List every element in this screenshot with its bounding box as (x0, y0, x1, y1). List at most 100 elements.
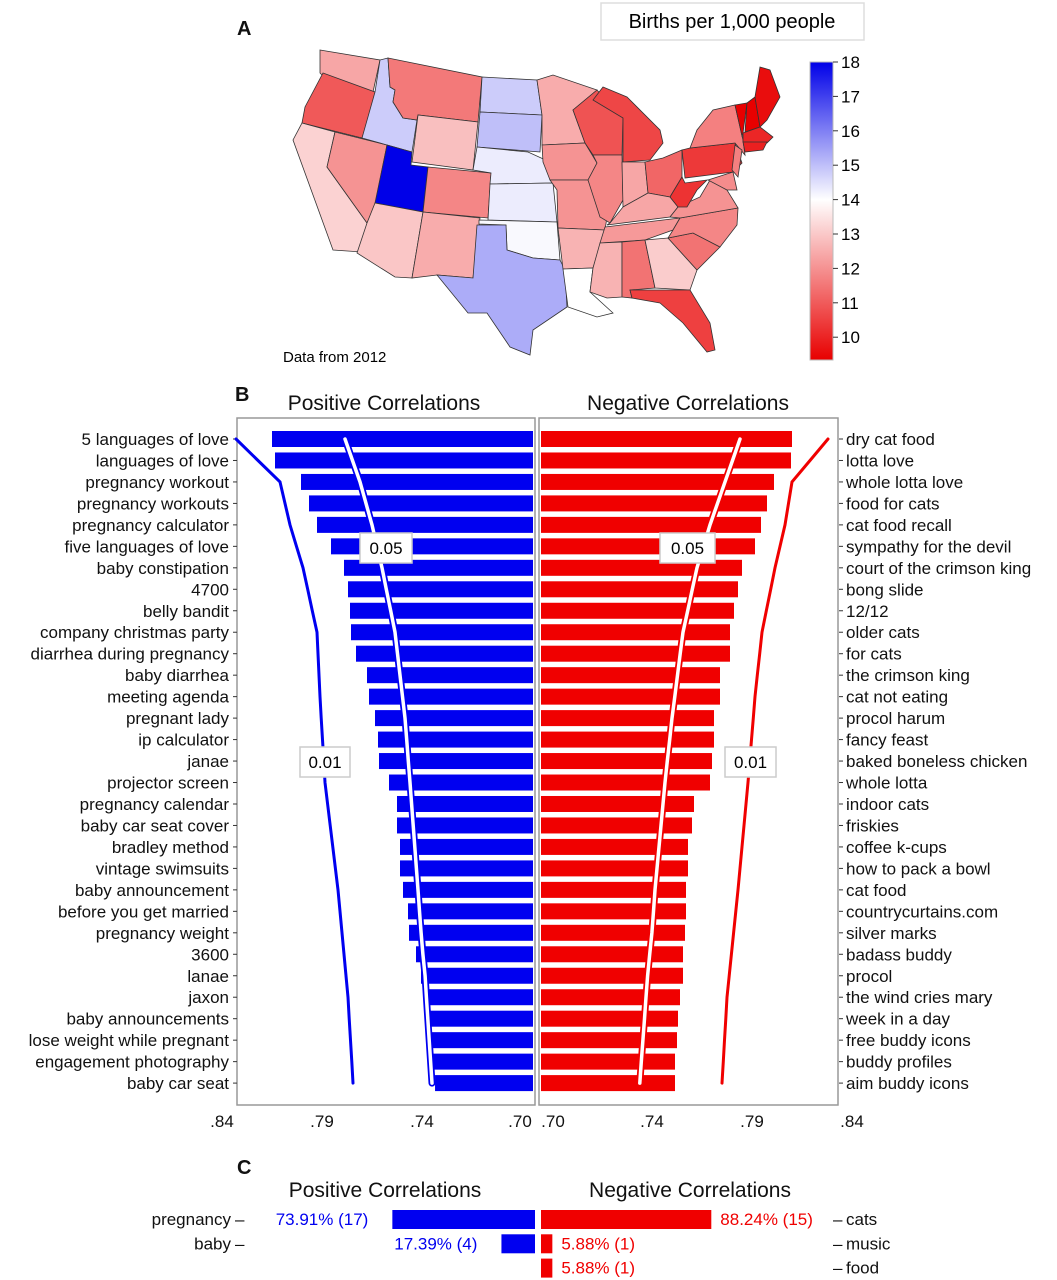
negative-term-label: friskies (846, 816, 899, 835)
positive-bar (416, 946, 533, 963)
positive-term-label: 4700 (191, 580, 229, 599)
negative-term-label: bong slide (846, 580, 924, 599)
panel-label-a: A (237, 18, 251, 40)
negative-term-label: cat food recall (846, 516, 952, 535)
x-tick-label: .70 (541, 1112, 565, 1131)
positive-term-label: baby announcement (75, 881, 229, 900)
positive-bar (348, 581, 533, 598)
threshold-label-box (299, 746, 351, 778)
positive-term-label: engagement photography (35, 1053, 229, 1072)
negative-bar (541, 946, 683, 963)
positive-bar (350, 602, 533, 619)
negative-percent-label: 5.88% (1) (561, 1259, 635, 1278)
x-tick-label: .79 (740, 1112, 764, 1131)
negative-term-label: countrycurtains.com (846, 902, 998, 921)
negative-term-label: food for cats (846, 494, 940, 513)
negative-bar (541, 473, 774, 490)
negative-term-label: buddy profiles (846, 1053, 952, 1072)
negative-bar (541, 516, 761, 533)
state-ma (742, 126, 774, 144)
negative-bar (541, 645, 730, 662)
negative-term-label: free buddy icons (846, 1031, 971, 1050)
x-tick-label: .74 (640, 1112, 664, 1131)
positive-bar (275, 452, 533, 469)
positive-term-label: baby car seat (127, 1074, 229, 1093)
positive-bar (408, 903, 533, 920)
state-ks (487, 182, 558, 223)
state-nd (479, 76, 543, 116)
state-fl (629, 289, 716, 353)
map-title-box (600, 2, 865, 41)
x-tick-label: .79 (310, 1112, 334, 1131)
negative-term-label: cat food (846, 881, 907, 900)
colorbar-tick-label: 15 (841, 156, 860, 175)
state-me (754, 66, 781, 128)
positive-term-label: pregnancy weight (96, 924, 230, 943)
map-title: Births per 1,000 people (629, 11, 836, 33)
negative-bar (541, 989, 680, 1006)
map-note: Data from 2012 (283, 349, 386, 366)
state-ga (644, 237, 698, 291)
positive-term-label: baby announcements (66, 1010, 229, 1029)
positive-category-label: baby (194, 1234, 231, 1253)
negative-bar (541, 924, 685, 941)
negative-category-label: food (846, 1259, 879, 1278)
positive-term-label: pregnancy workout (85, 473, 229, 492)
positive-bar (425, 1010, 533, 1027)
positive-term-label: 3600 (191, 945, 229, 964)
positive-bar (317, 516, 533, 533)
threshold-label: 0.01 (734, 753, 767, 772)
negative-category-bar (541, 1234, 553, 1254)
state-co (422, 166, 492, 219)
negative-bar (541, 1075, 675, 1092)
state-nm (411, 211, 481, 279)
negative-bar (541, 431, 792, 447)
positive-term-label: before you get married (58, 902, 229, 921)
negative-category-label: cats (846, 1210, 877, 1229)
state-nc (667, 207, 739, 248)
state-tx (436, 224, 568, 356)
positive-bar (379, 753, 533, 770)
positive-term-label: meeting agenda (107, 688, 229, 707)
negative-category-bar (541, 1258, 553, 1278)
positive-percent-label: 17.39% (4) (394, 1234, 477, 1253)
negative-bar (541, 881, 686, 898)
positive-term-label: pregnant lady (126, 709, 230, 728)
positive-bar (421, 967, 533, 984)
negative-bar (541, 753, 712, 770)
negative-term-label: 12/12 (846, 602, 889, 621)
negative-bar (541, 838, 688, 855)
negative-term-label: older cats (846, 623, 920, 642)
negative-bar (541, 602, 734, 619)
c-positive-title: Positive Correlations (289, 1179, 482, 1202)
positive-bar (356, 645, 533, 662)
positive-bar (375, 710, 533, 727)
threshold-label: 0.01 (308, 753, 341, 772)
positive-term-label: lanae (187, 967, 229, 986)
positive-bar (301, 473, 533, 490)
positive-title: Positive Correlations (288, 392, 481, 415)
colorbar-tick-label: 18 (841, 53, 860, 72)
positive-bar (409, 924, 533, 941)
category-chart: 73.91% (17)pregnancy –17.39% (4)baby –88.2… (152, 1210, 891, 1278)
positive-bar (378, 731, 533, 748)
dash: – (833, 1259, 843, 1278)
negative-bar (541, 688, 720, 705)
positive-term-label: pregnancy calculator (72, 516, 229, 535)
negative-term-label: lotta love (846, 451, 914, 470)
dash: – (833, 1210, 843, 1229)
state-tn (599, 217, 681, 244)
dash: – (235, 1210, 245, 1229)
positive-bar (400, 860, 533, 877)
negative-term-label: baked boneless chicken (846, 752, 1027, 771)
positive-term-label: vintage swimsuits (96, 859, 229, 878)
state-mi (592, 86, 664, 163)
positive-bar (423, 989, 533, 1006)
negative-term-label: cat not eating (846, 688, 948, 707)
colorbar-tick-label: 10 (841, 328, 860, 347)
negative-term-label: the crimson king (846, 666, 970, 685)
negative-bar (541, 967, 683, 984)
negative-term-label: court of the crimson king (846, 559, 1031, 578)
positive-category-label: pregnancy (152, 1210, 232, 1229)
